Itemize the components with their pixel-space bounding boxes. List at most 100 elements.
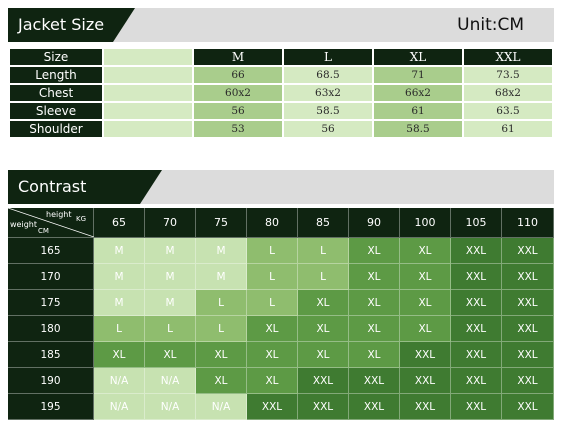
size-header-xl: XL — [374, 49, 462, 65]
contrast-row: 195 N/A N/A N/A XXL XXL XXL XXL XXL XXL — [8, 394, 554, 420]
contrast-cell: L — [247, 290, 298, 316]
contrast-col-header: 100 — [400, 208, 451, 238]
contrast-cell: XXL — [349, 368, 400, 394]
size-cell: 58.5 — [284, 103, 372, 119]
size-cell: 68x2 — [464, 85, 552, 101]
contrast-cell: XXL — [298, 368, 349, 394]
jacket-size-title: Jacket Size — [8, 8, 135, 42]
contrast-cell: XL — [298, 290, 349, 316]
contrast-cell: XXL — [502, 394, 554, 420]
contrast-cell: XXL — [451, 264, 502, 290]
corner-weight-label: weight — [10, 220, 37, 229]
contrast-cell: M — [145, 290, 196, 316]
corner-weight-unit: CM — [38, 227, 49, 235]
size-row-blank — [104, 85, 192, 101]
contrast-cell: XXL — [451, 368, 502, 394]
contrast-row: 165 M M M L L XL XL XXL XXL — [8, 238, 554, 264]
size-cell: 61 — [464, 121, 552, 137]
contrast-cell: L — [196, 316, 247, 342]
contrast-cell: M — [94, 290, 145, 316]
size-row-blank — [104, 67, 192, 83]
contrast-corner-cell: height KG weight CM — [8, 208, 94, 238]
contrast-cell: L — [145, 316, 196, 342]
size-row-sleeve: Sleeve 56 58.5 61 63.5 — [10, 103, 552, 119]
contrast-cell: N/A — [145, 368, 196, 394]
contrast-cell: L — [247, 238, 298, 264]
contrast-cell: XXL — [400, 394, 451, 420]
contrast-cell: XL — [94, 342, 145, 368]
size-header-label: Size — [10, 49, 102, 65]
contrast-cell: XL — [349, 238, 400, 264]
contrast-cell: XXL — [502, 316, 554, 342]
size-row-chest: Chest 60x2 63x2 66x2 68x2 — [10, 85, 552, 101]
size-header-blank — [104, 49, 192, 65]
contrast-cell: L — [298, 264, 349, 290]
contrast-cell: XL — [400, 264, 451, 290]
contrast-cell: XXL — [400, 368, 451, 394]
contrast-header-row: height KG weight CM 65 70 75 80 85 90 100 105 110 — [8, 208, 554, 238]
corner-diagonal-line — [8, 208, 94, 237]
size-row-label: Length — [10, 67, 102, 83]
contrast-col-header: 70 — [145, 208, 196, 238]
contrast-cell: XXL — [502, 368, 554, 394]
size-cell: 60x2 — [194, 85, 282, 101]
contrast-cell: XXL — [349, 394, 400, 420]
contrast-row: 190 N/A N/A XL XL XXL XXL XXL XXL XXL — [8, 368, 554, 394]
contrast-row: 185 XL XL XL XL XL XL XXL XXL XXL — [8, 342, 554, 368]
size-header-xxl: XXL — [464, 49, 552, 65]
contrast-row: 180 L L L XL XL XL XL XXL XXL — [8, 316, 554, 342]
size-row-blank — [104, 121, 192, 137]
size-cell: 53 — [194, 121, 282, 137]
contrast-cell: XL — [349, 290, 400, 316]
contrast-cell: XXL — [451, 238, 502, 264]
corner-height-label: height — [46, 210, 72, 219]
contrast-row-label: 175 — [8, 290, 94, 316]
contrast-cell: M — [94, 238, 145, 264]
contrast-row-label: 170 — [8, 264, 94, 290]
contrast-cell: M — [94, 264, 145, 290]
contrast-cell: L — [196, 290, 247, 316]
contrast-cell: N/A — [94, 368, 145, 394]
contrast-col-header: 85 — [298, 208, 349, 238]
contrast-cell: N/A — [145, 394, 196, 420]
size-cell: 71 — [374, 67, 462, 83]
contrast-cell: XL — [349, 316, 400, 342]
size-row-label: Shoulder — [10, 121, 102, 137]
contrast-col-header: 110 — [502, 208, 554, 238]
contrast-col-header: 75 — [196, 208, 247, 238]
corner-height-unit: KG — [76, 215, 87, 223]
contrast-cell: XL — [247, 316, 298, 342]
size-row-shoulder: Shoulder 53 56 58.5 61 — [10, 121, 552, 137]
size-header-l: L — [284, 49, 372, 65]
jacket-size-table: Size M L XL XXL Length 66 68.5 71 73.5 Chest 60x2 63… — [8, 47, 554, 139]
size-row-blank — [104, 103, 192, 119]
contrast-cell: XL — [400, 238, 451, 264]
size-cell: 63.5 — [464, 103, 552, 119]
size-cell: 61 — [374, 103, 462, 119]
contrast-table: height KG weight CM 65 70 75 80 85 90 100 105 110 165… — [8, 208, 554, 420]
contrast-cell: M — [145, 238, 196, 264]
contrast-row-label: 165 — [8, 238, 94, 264]
contrast-col-header: 90 — [349, 208, 400, 238]
size-header-m: M — [194, 49, 282, 65]
contrast-cell: XL — [349, 342, 400, 368]
contrast-col-header: 80 — [247, 208, 298, 238]
contrast-cell: XL — [247, 342, 298, 368]
contrast-cell: N/A — [196, 394, 247, 420]
contrast-cell: XXL — [247, 394, 298, 420]
contrast-row-label: 195 — [8, 394, 94, 420]
contrast-cell: XXL — [451, 316, 502, 342]
size-cell: 66 — [194, 67, 282, 83]
contrast-cell: L — [298, 238, 349, 264]
contrast-cell: XL — [298, 316, 349, 342]
size-cell: 56 — [284, 121, 372, 137]
contrast-cell: XXL — [451, 394, 502, 420]
contrast-cell: XL — [145, 342, 196, 368]
contrast-cell: XL — [400, 290, 451, 316]
contrast-cell: L — [94, 316, 145, 342]
size-cell: 63x2 — [284, 85, 372, 101]
contrast-col-header: 65 — [94, 208, 145, 238]
contrast-cell: XXL — [451, 290, 502, 316]
contrast-cell: XXL — [451, 342, 502, 368]
contrast-cell: L — [247, 264, 298, 290]
